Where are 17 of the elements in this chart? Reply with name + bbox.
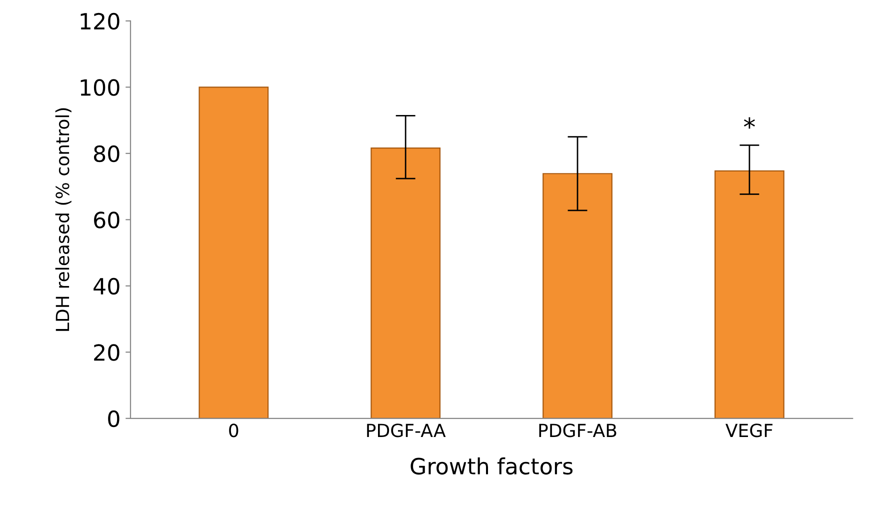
x-tick-label: 0 [229,424,238,438]
y-tick-label: 40 [94,278,120,295]
y-tick-label: 120 [80,12,120,30]
annotation: * [744,117,755,129]
x-axis-title: Growth factors [410,457,573,475]
x-tick-label: PDGF-AB [539,424,616,438]
y-axis-title: LDH released (% control) [55,108,72,331]
bar [370,148,441,418]
y-tick-label: 100 [80,79,120,96]
bar [198,86,269,418]
y-tick-label: 80 [94,145,120,162]
y-tick-label: 60 [94,212,120,228]
bar [714,170,784,418]
x-tick-label: PDGF-AA [367,424,446,438]
x-tick-label: VEGF [726,424,772,438]
y-tick-label: 20 [94,344,120,361]
bar [542,173,612,418]
